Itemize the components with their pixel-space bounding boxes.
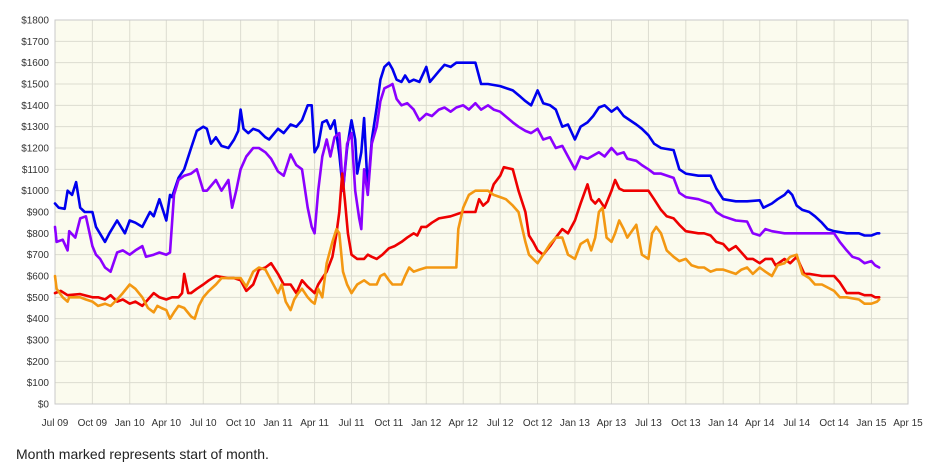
x-tick-label: Apr 12 bbox=[448, 418, 478, 429]
y-tick-label: $0 bbox=[38, 400, 50, 411]
y-tick-label: $900 bbox=[27, 208, 50, 219]
y-tick-label: $700 bbox=[27, 250, 50, 261]
x-tick-label: Oct 13 bbox=[671, 418, 701, 429]
x-tick-label: Apr 14 bbox=[745, 418, 775, 429]
x-tick-label: Apr 13 bbox=[597, 418, 627, 429]
x-tick-label: Oct 10 bbox=[226, 418, 256, 429]
x-tick-label: Jul 12 bbox=[487, 418, 514, 429]
y-tick-label: $800 bbox=[27, 229, 50, 240]
x-tick-label: Jan 13 bbox=[560, 418, 590, 429]
series-line-2 bbox=[53, 82, 881, 273]
chart-caption: Month marked represents start of month. bbox=[16, 446, 269, 462]
x-tick-label: Jul 11 bbox=[339, 418, 365, 429]
price-chart-svg: $0 $100 $200 $300 $400 $500 $600 $700 $800 $900 $1… bbox=[21, 16, 923, 430]
y-tick-label: $300 bbox=[27, 336, 50, 347]
x-tick-label: Apr 10 bbox=[152, 418, 182, 429]
y-tick-label: $100 bbox=[27, 378, 50, 389]
y-tick-label: $600 bbox=[27, 272, 50, 283]
x-tick-label: Jan 11 bbox=[263, 418, 293, 429]
y-tick-label: $1100 bbox=[22, 165, 50, 176]
x-tick-label: Jul 10 bbox=[190, 418, 217, 429]
series-line-1 bbox=[53, 61, 881, 244]
y-tick-label: $1500 bbox=[21, 80, 49, 91]
y-tick-label: $400 bbox=[27, 314, 50, 325]
y-tick-label: $1300 bbox=[21, 122, 49, 133]
x-tick-label: Jul 13 bbox=[635, 418, 662, 429]
y-tick-label: $1600 bbox=[21, 58, 49, 69]
y-tick-label: $1200 bbox=[21, 144, 49, 155]
x-tick-label: Jul 14 bbox=[783, 418, 810, 429]
x-tick-label: Apr 15 bbox=[893, 418, 923, 429]
x-tick-label: Oct 09 bbox=[78, 418, 108, 429]
series-line-3 bbox=[53, 165, 881, 308]
x-tick-label: Oct 11 bbox=[375, 418, 404, 429]
y-tick-label: $1400 bbox=[21, 101, 49, 112]
y-tick-label: $1700 bbox=[21, 37, 49, 48]
x-tick-label: Apr 11 bbox=[300, 418, 329, 429]
x-tick-label: Oct 12 bbox=[523, 418, 553, 429]
price-chart: $0 $100 $200 $300 $400 $500 $600 $700 $800 $900 $1… bbox=[21, 16, 923, 430]
plot-border bbox=[54, 19, 909, 405]
x-tick-label: Jul 09 bbox=[42, 418, 69, 429]
y-tick-label: $500 bbox=[27, 293, 50, 304]
x-tick-label: Jan 14 bbox=[708, 418, 738, 429]
series-line-4 bbox=[53, 189, 881, 320]
x-tick-label: Jan 15 bbox=[856, 418, 886, 429]
y-tick-label: $1800 bbox=[21, 16, 49, 27]
y-tick-label: $200 bbox=[27, 357, 50, 368]
x-tick-label: Jan 10 bbox=[115, 418, 145, 429]
x-tick-label: Jan 12 bbox=[411, 418, 441, 429]
y-tick-label: $1000 bbox=[21, 186, 49, 197]
x-tick-label: Oct 14 bbox=[819, 418, 849, 429]
